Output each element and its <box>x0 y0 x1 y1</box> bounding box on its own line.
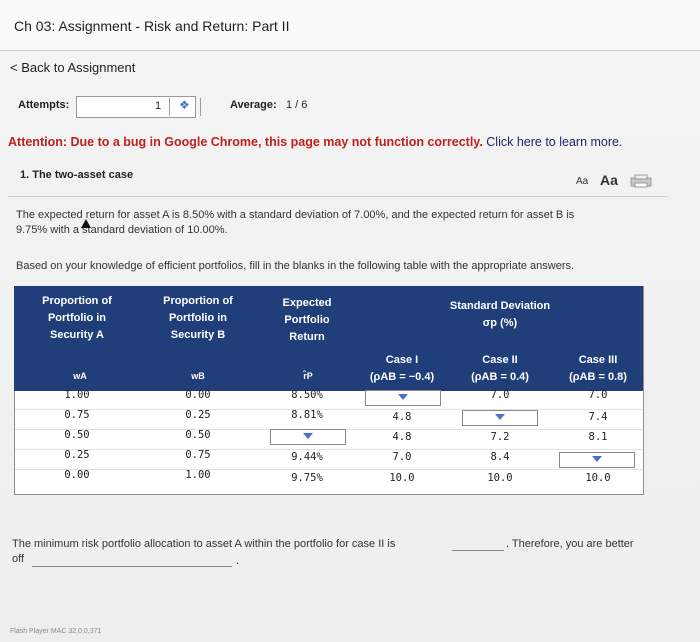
cell-case1: 10.0 <box>389 472 415 484</box>
attempts-spinner-icon[interactable]: ❖ <box>179 98 190 112</box>
header-line: Portfolio <box>284 314 330 326</box>
minrisk-answer-blank[interactable] <box>452 549 504 551</box>
cell-case3: 10.0 <box>585 472 611 484</box>
attempts-value: 1 <box>155 100 162 112</box>
header-line: Proportion of <box>42 295 112 307</box>
header-line: Case II <box>482 354 518 366</box>
minrisk-text: The minimum risk portfolio allocation to… <box>12 538 396 550</box>
header-wa: wA <box>73 371 87 381</box>
question-title: 1. The two-asset case <box>20 169 134 181</box>
mouse-cursor-icon <box>81 219 91 228</box>
cell-case2: 10.0 <box>487 472 513 484</box>
chevron-down-icon <box>495 414 505 420</box>
cell-case3: 8.1 <box>588 431 608 443</box>
divider <box>200 98 201 116</box>
print-icon[interactable] <box>630 174 652 188</box>
increase-font-button[interactable]: Aa <box>600 172 618 188</box>
case3-row4-dropdown[interactable] <box>559 452 635 468</box>
header-rp: r̂P <box>303 371 313 381</box>
header-line: Security A <box>49 329 104 341</box>
cell-case1: 4.8 <box>392 431 412 443</box>
cell-case1: 7.0 <box>392 451 412 463</box>
case1-row1-dropdown[interactable] <box>365 390 441 406</box>
header-line: σp (%) <box>482 317 518 329</box>
header-line: (ρAB = 0.4) <box>471 371 529 383</box>
header-security-a: Proportion of Portfolio in Security A <box>30 293 124 344</box>
attempts-box: 1 ❖ <box>76 96 201 118</box>
header-line: Case III <box>578 354 618 366</box>
cell-wb: 1.00 <box>185 469 211 481</box>
header-wb: wB <box>191 371 205 381</box>
cell-case3: 7.4 <box>588 411 608 423</box>
header-line: Proportion of <box>163 295 233 307</box>
header-line: Security B <box>170 329 226 341</box>
attempts-label: Attempts: <box>18 99 70 111</box>
chevron-down-icon <box>398 394 408 400</box>
header-case-2: Case II (ρAB = 0.4) <box>458 352 542 386</box>
cell-wb: 0.50 <box>185 429 211 441</box>
header-expected-return: Expected Portfolio Return <box>262 295 352 346</box>
problem-line-1: The expected return for asset A is 8.50%… <box>16 209 575 221</box>
header-line: Standard Deviation <box>449 300 551 312</box>
header-line: Return <box>289 331 325 343</box>
flash-version-text: Flash Player MAC 32,0,0,371 <box>10 628 102 635</box>
row-divider <box>15 409 642 410</box>
problem-line-2: 9.75% with a standard deviation of 10.00… <box>16 224 228 236</box>
cell-rp: 8.50% <box>291 389 323 401</box>
header-line: (ρAB = 0.8) <box>569 371 627 383</box>
back-to-assignment-link[interactable]: < Back to Assignment <box>10 60 136 75</box>
off-text: off <box>12 553 25 565</box>
page-title: Ch 03: Assignment - Risk and Return: Par… <box>14 18 290 34</box>
header-case-3: Case III (ρAB = 0.8) <box>556 352 640 386</box>
attention-message: Attention: Due to a bug in Google Chrome… <box>8 133 648 152</box>
section-divider <box>8 196 668 197</box>
table-header <box>14 286 643 391</box>
better-off-answer-blank[interactable] <box>32 565 232 567</box>
average-value: 1 / 6 <box>286 99 308 111</box>
cell-wb: 0.00 <box>185 389 211 401</box>
chevron-down-icon <box>592 456 602 462</box>
chevron-down-icon <box>303 433 313 439</box>
cell-rp: 9.44% <box>291 451 323 463</box>
cell-wa: 1.00 <box>64 389 90 401</box>
divider <box>169 98 170 116</box>
instructions-text: Based on your knowledge of efficient por… <box>16 260 575 272</box>
period-text: . <box>236 555 240 567</box>
learn-more-link[interactable]: Click here to learn more. <box>486 135 623 149</box>
cell-wb: 0.75 <box>185 449 211 461</box>
cell-case2: 7.0 <box>490 389 510 401</box>
rp-row3-dropdown[interactable] <box>270 429 346 445</box>
cell-case3: 7.0 <box>588 389 608 401</box>
header-line: Portfolio in <box>168 312 228 324</box>
cell-case2: 7.2 <box>490 431 510 443</box>
cell-wa: 0.25 <box>64 449 90 461</box>
header-case-1: Case I (ρAB = −0.4) <box>360 352 444 386</box>
top-bar: Ch 03: Assignment - Risk and Return: Par… <box>0 0 700 51</box>
row-divider <box>15 469 642 470</box>
therefore-text: . Therefore, you are better <box>506 538 634 550</box>
header-std-dev: Standard Deviation σp (%) <box>430 298 570 332</box>
attempts-bar: Attempts: 1 ❖ Average: 1 / 6 <box>16 96 316 118</box>
header-line: Case I <box>385 354 419 366</box>
cell-wb: 0.25 <box>185 409 211 421</box>
row-divider <box>15 449 642 450</box>
cell-rp: 8.81% <box>291 409 323 421</box>
header-line: (ρAB = −0.4) <box>369 371 435 383</box>
cell-case2: 8.4 <box>490 451 510 463</box>
cell-case1: 4.8 <box>392 411 412 423</box>
problem-text: The expected return for asset A is 8.50%… <box>16 208 656 238</box>
header-line: Expected <box>282 297 332 309</box>
decrease-font-button[interactable]: Aa <box>576 176 589 187</box>
header-security-b: Proportion of Portfolio in Security B <box>150 293 246 344</box>
average-label: Average: <box>230 99 277 111</box>
cell-wa: 0.75 <box>64 409 90 421</box>
chrome-warning: Attention: Due to a bug in Google Chrome… <box>8 135 483 149</box>
cell-wa: 0.50 <box>64 429 90 441</box>
case2-row2-dropdown[interactable] <box>462 410 538 426</box>
cell-rp: 9.75% <box>291 472 323 484</box>
header-line: Portfolio in <box>47 312 107 324</box>
cell-wa: 0.00 <box>64 469 90 481</box>
